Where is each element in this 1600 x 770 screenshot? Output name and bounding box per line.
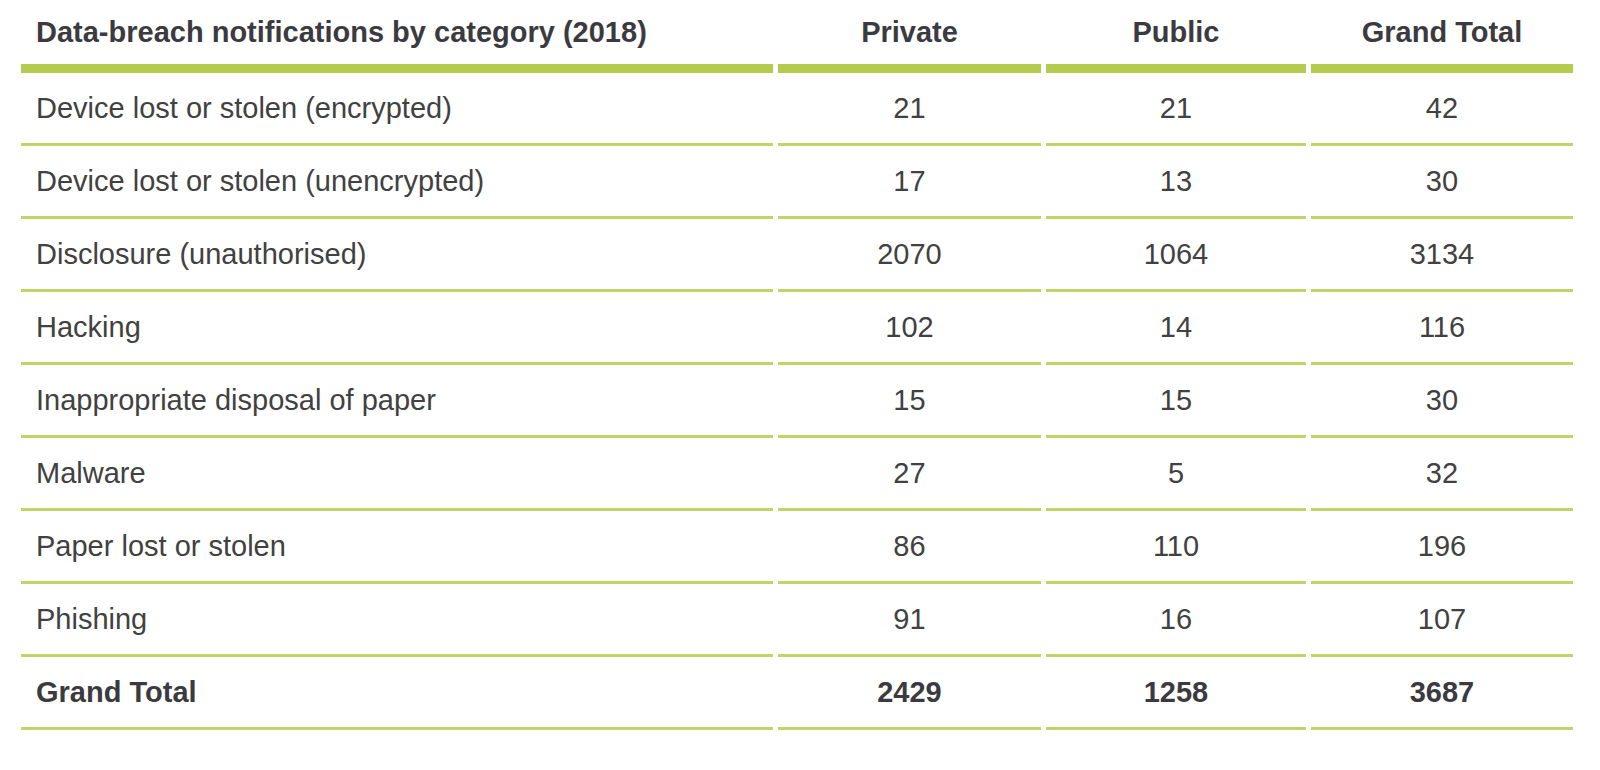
grand-total-private-cell: 2429 xyxy=(778,657,1041,730)
grand-total-value-cell: 30 xyxy=(1311,146,1573,219)
category-cell: Disclosure (unauthorised) xyxy=(21,219,773,292)
public-value-cell: 1064 xyxy=(1046,219,1306,292)
grand-total-public-cell: 1258 xyxy=(1046,657,1306,730)
grand-total-value-cell: 107 xyxy=(1311,584,1573,657)
public-value-cell: 13 xyxy=(1046,146,1306,219)
column-header-public: Public xyxy=(1046,0,1306,73)
private-value-cell: 2070 xyxy=(778,219,1041,292)
grand-total-value-cell: 30 xyxy=(1311,365,1573,438)
category-cell: Phishing xyxy=(21,584,773,657)
table-row: Device lost or stolen (unencrypted) 17 1… xyxy=(21,146,1573,219)
grand-total-value-cell: 32 xyxy=(1311,438,1573,511)
private-value-cell: 21 xyxy=(778,73,1041,146)
private-value-cell: 91 xyxy=(778,584,1041,657)
table-row: Malware 27 5 32 xyxy=(21,438,1573,511)
public-value-cell: 16 xyxy=(1046,584,1306,657)
grand-total-value-cell: 196 xyxy=(1311,511,1573,584)
grand-total-value-cell: 116 xyxy=(1311,292,1573,365)
category-cell: Inappropriate disposal of paper xyxy=(21,365,773,438)
header-row: Data-breach notifications by category (2… xyxy=(21,0,1573,73)
public-value-cell: 14 xyxy=(1046,292,1306,365)
private-value-cell: 102 xyxy=(778,292,1041,365)
column-header-grand-total: Grand Total xyxy=(1311,0,1573,73)
category-cell: Paper lost or stolen xyxy=(21,511,773,584)
category-cell: Device lost or stolen (encrypted) xyxy=(21,73,773,146)
category-cell: Malware xyxy=(21,438,773,511)
private-value-cell: 15 xyxy=(778,365,1041,438)
table-row: Disclosure (unauthorised) 2070 1064 3134 xyxy=(21,219,1573,292)
private-value-cell: 27 xyxy=(778,438,1041,511)
grand-total-value-cell: 42 xyxy=(1311,73,1573,146)
private-value-cell: 86 xyxy=(778,511,1041,584)
table-row: Phishing 91 16 107 xyxy=(21,584,1573,657)
grand-total-row: Grand Total 2429 1258 3687 xyxy=(21,657,1573,730)
public-value-cell: 21 xyxy=(1046,73,1306,146)
grand-total-label-cell: Grand Total xyxy=(21,657,773,730)
category-cell: Hacking xyxy=(21,292,773,365)
table-row: Paper lost or stolen 86 110 196 xyxy=(21,511,1573,584)
category-cell: Device lost or stolen (unencrypted) xyxy=(21,146,773,219)
table-row: Device lost or stolen (encrypted) 21 21 … xyxy=(21,73,1573,146)
data-breach-table: Data-breach notifications by category (2… xyxy=(16,0,1578,730)
private-value-cell: 17 xyxy=(778,146,1041,219)
grand-total-value-cell: 3134 xyxy=(1311,219,1573,292)
grand-total-total-cell: 3687 xyxy=(1311,657,1573,730)
public-value-cell: 15 xyxy=(1046,365,1306,438)
table-row: Inappropriate disposal of paper 15 15 30 xyxy=(21,365,1573,438)
column-header-private: Private xyxy=(778,0,1041,73)
public-value-cell: 5 xyxy=(1046,438,1306,511)
table-row: Hacking 102 14 116 xyxy=(21,292,1573,365)
table-title: Data-breach notifications by category (2… xyxy=(21,0,773,73)
public-value-cell: 110 xyxy=(1046,511,1306,584)
